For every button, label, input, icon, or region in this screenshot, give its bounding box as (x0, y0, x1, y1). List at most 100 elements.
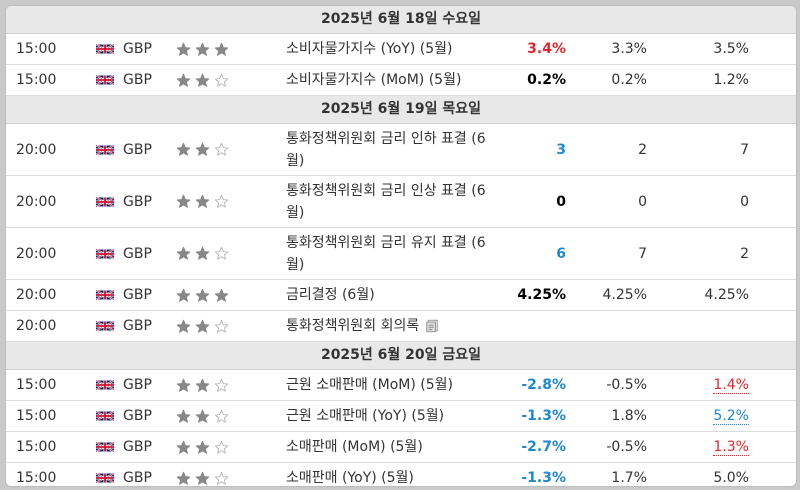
actual-value: 3.4% (527, 41, 566, 57)
forecast-value (581, 311, 647, 341)
event-name[interactable]: 통화정책위원회 금리 유지 표결 (6월) (286, 234, 486, 273)
event-row[interactable]: 15:00 GBP 근원 소매판매 (YoY) (5월) -1.3% 1.8% 5.2% (6, 401, 796, 432)
flag-cell (96, 176, 116, 227)
event-time: 20:00 (16, 287, 57, 303)
previous-value-text: 2 (740, 245, 749, 262)
event-row[interactable]: 15:00 GBP 소매판매 (MoM) (5월) -2.7% -0.5% 1.3% (6, 432, 796, 463)
star-icon (214, 142, 229, 157)
currency-code: GBP (123, 408, 152, 424)
forecast-value: 7 (638, 245, 647, 262)
event-name[interactable]: 통화정책위원회 금리 인하 표결 (6월) (286, 130, 486, 169)
star-icon (214, 440, 229, 455)
forecast-value: 1.7% (611, 470, 647, 486)
forecast-value: -0.5% (606, 377, 647, 393)
flag-cell (96, 228, 116, 279)
currency-code: GBP (123, 72, 152, 88)
event-row[interactable]: 15:00 GBP 소매판매 (YoY) (5월) -1.3% 1.7% 5.0% (6, 463, 796, 486)
currency-code: GBP (123, 439, 152, 455)
document-icon[interactable] (425, 319, 439, 333)
star-icon (176, 378, 191, 393)
uk-flag-icon (96, 43, 114, 55)
event-name[interactable]: 근원 소매판매 (YoY) (5월) (286, 408, 445, 424)
forecast-value: 1.8% (611, 408, 647, 424)
flag-cell (96, 34, 116, 64)
uk-flag-icon (96, 248, 114, 259)
previous-value: 0 (666, 176, 749, 227)
uk-flag-icon (96, 320, 114, 332)
event-name-cell: 소매판매 (MoM) (5월) (286, 432, 501, 462)
flag-cell (96, 65, 116, 95)
currency-code: GBP (123, 318, 152, 334)
event-name[interactable]: 소매판매 (YoY) (5월) (286, 470, 414, 486)
event-time: 15:00 (16, 377, 57, 393)
star-icon (214, 319, 229, 334)
flag-cell (96, 463, 116, 486)
event-name[interactable]: 통화정책위원회 회의록 (286, 318, 420, 334)
event-time: 15:00 (16, 408, 57, 424)
star-icon (195, 319, 210, 334)
currency-code: GBP (123, 245, 152, 262)
uk-flag-icon (96, 196, 114, 207)
uk-flag-icon (96, 410, 114, 422)
previous-value-text: 5.2% (713, 407, 749, 425)
currency-code: GBP (123, 287, 152, 303)
economic-calendar-table: 2025년 6월 18일 수요일 15:00 GBP 소비자물가지수 (YoY) (5… (5, 5, 797, 487)
uk-flag-icon (96, 441, 114, 453)
actual-value: 0.2% (527, 72, 566, 88)
event-name[interactable]: 통화정책위원회 금리 인상 표결 (6월) (286, 182, 486, 221)
event-row[interactable]: 15:00 GBP 근원 소매판매 (MoM) (5월) -2.8% -0.5% 1.4% (6, 370, 796, 401)
actual-value: -2.8% (521, 377, 566, 393)
event-time: 15:00 (16, 470, 57, 486)
star-icon (176, 194, 191, 209)
actual-value: -2.7% (521, 439, 566, 455)
forecast-value: 3.3% (611, 41, 647, 57)
event-name-cell: 통화정책위원회 금리 인하 표결 (6월) (286, 124, 501, 175)
event-time: 15:00 (16, 72, 57, 88)
importance-stars (176, 401, 246, 431)
event-row[interactable]: 15:00 GBP 소비자물가지수 (YoY) (5월) 3.4% 3.3% 3.5% (6, 34, 796, 65)
date-header: 2025년 6월 20일 금요일 (6, 342, 796, 370)
event-time: 20:00 (16, 245, 57, 262)
date-header: 2025년 6월 18일 수요일 (6, 6, 796, 34)
uk-flag-icon (96, 472, 114, 484)
event-row[interactable]: 15:00 GBP 소비자물가지수 (MoM) (5월) 0.2% 0.2% 1.2% (6, 65, 796, 96)
star-icon (195, 142, 210, 157)
event-row[interactable]: 20:00 GBP 통화정책위원회 금리 인하 표결 (6월) 3 2 7 (6, 124, 796, 176)
actual-value: 4.25% (517, 287, 566, 303)
star-icon (195, 409, 210, 424)
previous-value: 7 (666, 124, 749, 175)
forecast-value: 4.25% (602, 287, 647, 303)
event-name-cell: 근원 소매판매 (MoM) (5월) (286, 370, 501, 400)
event-name[interactable]: 금리결정 (6월) (286, 287, 375, 303)
event-name-cell: 소매판매 (YoY) (5월) (286, 463, 501, 486)
star-icon (214, 471, 229, 486)
event-name[interactable]: 소비자물가지수 (MoM) (5월) (286, 72, 462, 88)
event-row[interactable]: 20:00 GBP 금리결정 (6월) 4.25% 4.25% 4.25% (6, 280, 796, 311)
uk-flag-icon (96, 144, 114, 155)
importance-stars (176, 228, 246, 279)
previous-value: 4.25% (666, 280, 749, 310)
event-name[interactable]: 근원 소매판매 (MoM) (5월) (286, 377, 453, 393)
flag-cell (96, 280, 116, 310)
event-row[interactable]: 20:00 GBP 통화정책위원회 금리 인상 표결 (6월) 0 0 0 (6, 176, 796, 228)
event-time: 20:00 (16, 318, 57, 334)
uk-flag-icon (96, 289, 114, 301)
currency-code: GBP (123, 41, 152, 57)
currency-code: GBP (123, 377, 152, 393)
event-row[interactable]: 20:00 GBP 통화정책위원회 회의록 (6, 311, 796, 342)
event-name-cell: 통화정책위원회 회의록 (286, 311, 501, 341)
importance-stars (176, 34, 246, 64)
event-name[interactable]: 소매판매 (MoM) (5월) (286, 439, 423, 455)
star-icon (214, 378, 229, 393)
flag-cell (96, 370, 116, 400)
actual-value: -1.3% (521, 408, 566, 424)
actual-value: 6 (556, 245, 566, 262)
previous-value (666, 311, 749, 341)
importance-stars (176, 432, 246, 462)
previous-value-text: 3.5% (713, 41, 749, 57)
event-row[interactable]: 20:00 GBP 통화정책위원회 금리 유지 표결 (6월) 6 7 2 (6, 228, 796, 280)
star-icon (195, 42, 210, 57)
importance-stars (176, 280, 246, 310)
star-icon (214, 194, 229, 209)
event-name[interactable]: 소비자물가지수 (YoY) (5월) (286, 41, 453, 57)
